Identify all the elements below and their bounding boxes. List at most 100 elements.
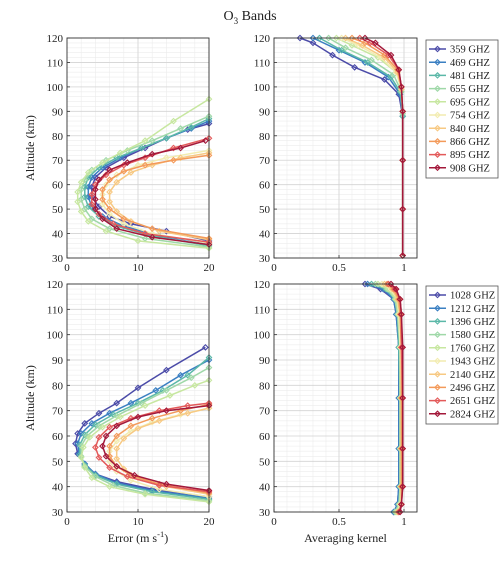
- legend-marker: [434, 384, 441, 391]
- data-point: [166, 392, 174, 399]
- data-point: [399, 107, 407, 115]
- series-866-ghz: [99, 151, 213, 242]
- y-tick-label: 70: [259, 155, 271, 167]
- x-tick-label: 10: [133, 516, 145, 528]
- series-line: [390, 283, 404, 513]
- plot-area: [274, 284, 417, 512]
- legend-marker: [434, 397, 441, 404]
- x-tick-label: 20: [204, 262, 216, 274]
- data-point: [92, 444, 99, 451]
- y-tick-label: 40: [52, 229, 64, 241]
- data-point: [113, 432, 121, 440]
- legend-marker: [434, 72, 441, 79]
- data-point: [113, 445, 121, 453]
- data-point: [123, 159, 131, 167]
- data-point: [113, 463, 121, 470]
- y-tick-label: 110: [47, 304, 64, 316]
- data-point: [74, 198, 82, 206]
- y-tick-label: 110: [254, 304, 271, 316]
- series-line: [101, 404, 210, 492]
- x-tick-label: 0: [271, 262, 277, 274]
- y-tick-label: 100: [254, 82, 271, 94]
- data-point: [399, 343, 407, 351]
- series-line: [364, 37, 404, 256]
- data-point: [134, 413, 142, 421]
- y-tick-label: 100: [47, 330, 64, 342]
- data-point: [134, 384, 142, 392]
- data-point: [148, 225, 156, 233]
- data-point: [127, 414, 135, 422]
- data-point: [120, 215, 128, 223]
- data-point: [155, 417, 163, 425]
- data-point: [348, 41, 356, 49]
- data-point: [77, 208, 85, 215]
- legend-marker: [434, 357, 441, 365]
- data-point: [106, 198, 113, 206]
- data-point: [372, 280, 379, 288]
- data-point: [106, 442, 113, 450]
- data-point: [325, 34, 332, 42]
- data-point: [202, 137, 209, 145]
- data-point: [170, 156, 177, 164]
- y-tick-label: 80: [259, 380, 271, 392]
- data-point: [113, 225, 121, 233]
- data-point: [361, 280, 369, 288]
- data-point: [106, 464, 113, 472]
- data-point: [399, 205, 407, 213]
- series-line: [108, 403, 210, 494]
- data-point: [99, 200, 106, 208]
- y-axis-title: Altitude (km): [23, 365, 37, 431]
- legend-label: 2496 GHZ: [450, 383, 495, 394]
- data-point: [113, 178, 121, 186]
- data-point: [81, 193, 89, 201]
- legend-marker: [434, 318, 441, 325]
- legend-label: 840 GHZ: [450, 124, 490, 135]
- data-point: [95, 203, 103, 211]
- y-tick-label: 120: [47, 279, 64, 291]
- x-tick-label: 10: [133, 262, 145, 274]
- data-point: [368, 56, 375, 64]
- data-point: [163, 154, 170, 162]
- data-point: [95, 433, 103, 441]
- data-point: [177, 144, 184, 152]
- data-point: [74, 188, 82, 196]
- data-point: [95, 422, 103, 430]
- legend-label: 1760 GHZ: [450, 343, 495, 354]
- data-point: [106, 423, 113, 431]
- y-tick-label: 60: [52, 431, 64, 443]
- data-point: [113, 399, 121, 407]
- legend: 359 GHZ 469 GHZ 481 GHZ 655 GHZ 695 GHZ 754 G…: [425, 39, 499, 179]
- data-point: [348, 34, 356, 42]
- x-tick-label: 0: [271, 516, 277, 528]
- data-point: [296, 34, 304, 42]
- legend-label: 469 GHZ: [450, 58, 490, 69]
- panel-error-low: 0 10 20 30 40 50 60 70 80 90 100 110 120 Altitude (km…: [23, 33, 215, 274]
- legend-marker: [434, 45, 441, 53]
- legend-marker: [434, 111, 441, 119]
- legend: 1028 GHZ 1212 GHZ 1396 GHZ 1580 GHZ 1760 GHZ…: [425, 285, 499, 425]
- data-point: [187, 374, 195, 382]
- data-point: [391, 285, 399, 293]
- data-point: [309, 34, 317, 42]
- data-point: [113, 455, 121, 463]
- y-tick-label: 80: [52, 380, 64, 392]
- y-tick-label: 120: [47, 33, 64, 45]
- y-tick-label: 90: [259, 355, 271, 367]
- data-point: [77, 454, 85, 461]
- data-point: [187, 123, 195, 131]
- y-tick-label: 30: [52, 253, 64, 265]
- data-point: [163, 134, 170, 142]
- data-point: [399, 445, 407, 453]
- legend-label: 754 GHZ: [450, 111, 490, 122]
- data-point: [148, 233, 156, 241]
- legend-marker: [434, 344, 441, 352]
- data-point: [92, 421, 99, 428]
- data-point: [184, 409, 192, 417]
- y-tick-label: 60: [259, 180, 271, 192]
- data-point: [184, 371, 192, 379]
- data-point: [394, 66, 401, 74]
- data-point: [120, 435, 128, 442]
- series-908-ghz: [92, 137, 213, 248]
- data-point: [88, 419, 96, 427]
- data-point: [163, 387, 170, 394]
